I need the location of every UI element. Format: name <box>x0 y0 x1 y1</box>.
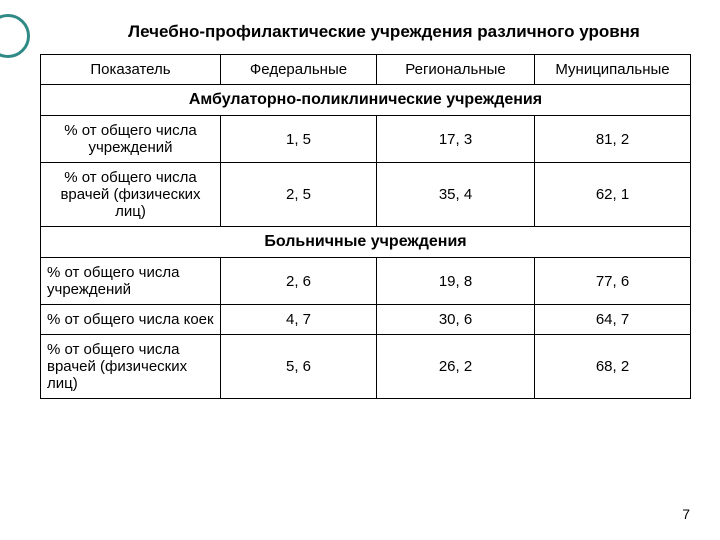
row-label: % от общего числа учреждений <box>41 258 221 305</box>
cell-value: 62, 1 <box>535 163 691 227</box>
row-label: % от общего числа коек <box>41 305 221 335</box>
cell-value: 26, 2 <box>377 335 535 399</box>
table-row: % от общего числа учреждений 2, 6 19, 8 … <box>41 258 691 305</box>
row-label: % от общего числа врачей (физических лиц… <box>41 163 221 227</box>
cell-value: 5, 6 <box>221 335 377 399</box>
table-row: % от общего числа врачей (физических лиц… <box>41 335 691 399</box>
cell-value: 1, 5 <box>221 116 377 163</box>
cell-value: 30, 6 <box>377 305 535 335</box>
cell-value: 2, 6 <box>221 258 377 305</box>
row-label: % от общего числа врачей (физических лиц… <box>41 335 221 399</box>
table-header-row: Показатель Федеральные Региональные Муни… <box>41 55 691 85</box>
table-row: % от общего числа врачей (физических лиц… <box>41 163 691 227</box>
cell-value: 2, 5 <box>221 163 377 227</box>
cell-value: 19, 8 <box>377 258 535 305</box>
cell-value: 68, 2 <box>535 335 691 399</box>
cell-value: 17, 3 <box>377 116 535 163</box>
cell-value: 77, 6 <box>535 258 691 305</box>
slide: Лечебно-профилактические учреждения разл… <box>0 0 720 540</box>
cell-value: 35, 4 <box>377 163 535 227</box>
cell-value: 81, 2 <box>535 116 691 163</box>
slide-title: Лечебно-профилактические учреждения разл… <box>78 22 690 42</box>
col-header-federal: Федеральные <box>221 55 377 85</box>
section-row-ambulatory: Амбулаторно-поликлинические учреждения <box>41 85 691 116</box>
section-title: Амбулаторно-поликлинические учреждения <box>41 85 691 116</box>
col-header-municipal: Муниципальные <box>535 55 691 85</box>
table-row: % от общего числа коек 4, 7 30, 6 64, 7 <box>41 305 691 335</box>
section-title: Больничные учреждения <box>41 227 691 258</box>
decorative-ring <box>0 14 30 58</box>
data-table: Показатель Федеральные Региональные Муни… <box>40 54 691 399</box>
col-header-indicator: Показатель <box>41 55 221 85</box>
table-row: % от общего числа учреждений 1, 5 17, 3 … <box>41 116 691 163</box>
cell-value: 64, 7 <box>535 305 691 335</box>
page-number: 7 <box>682 506 690 522</box>
col-header-regional: Региональные <box>377 55 535 85</box>
section-row-hospital: Больничные учреждения <box>41 227 691 258</box>
row-label: % от общего числа учреждений <box>41 116 221 163</box>
cell-value: 4, 7 <box>221 305 377 335</box>
